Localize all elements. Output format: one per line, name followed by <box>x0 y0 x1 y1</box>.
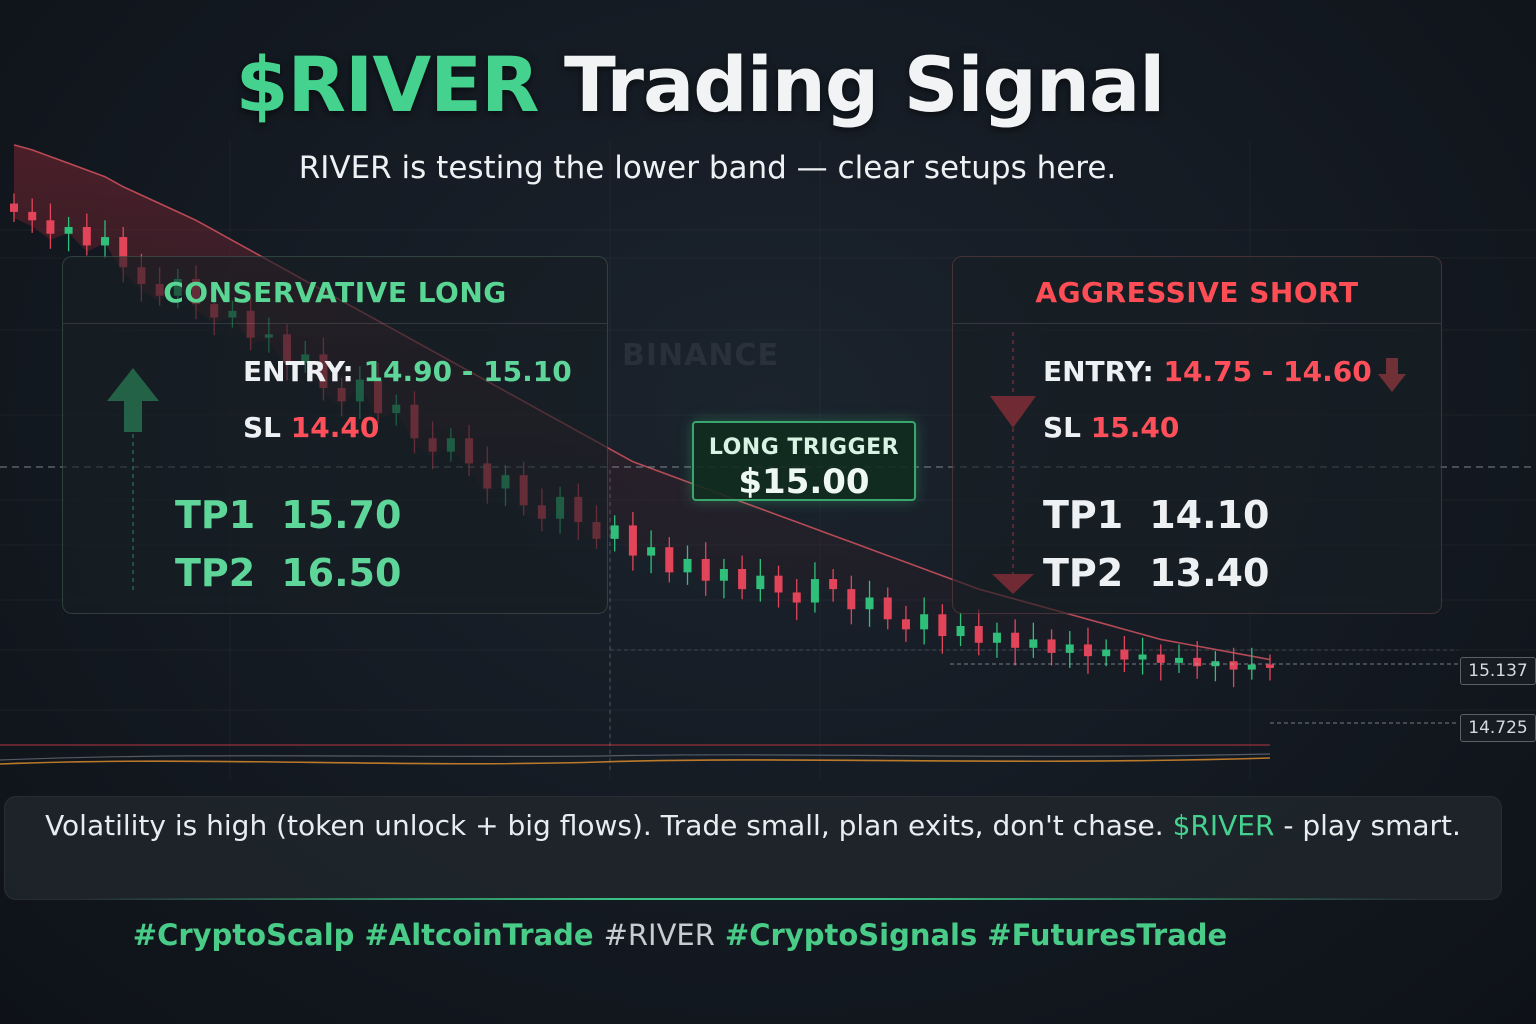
candle-body <box>1011 632 1020 648</box>
candle-body <box>992 632 1001 643</box>
short-sl-value: 15.40 <box>1090 411 1180 444</box>
candle-body <box>82 227 91 246</box>
short-panel-title: AGGRESSIVE SHORT <box>953 257 1441 324</box>
candle-body <box>628 525 637 556</box>
long-sl-row: SL 14.40 <box>243 411 380 444</box>
candle-body <box>647 547 656 556</box>
indicator-line-orange <box>0 757 1271 765</box>
binance-watermark: BINANCE <box>622 338 779 373</box>
page-title: $RIVER Trading Signal <box>235 40 1166 129</box>
candle-body <box>1102 649 1111 657</box>
hashtag[interactable]: #RIVER <box>603 918 715 952</box>
candle-body <box>938 614 947 637</box>
page-subtitle: RIVER is testing the lower band — clear … <box>298 150 1117 186</box>
short-tp2-row: TP2 13.40 <box>1043 551 1270 595</box>
candle-body <box>774 575 783 593</box>
candle-body <box>119 237 128 268</box>
candle-body <box>1193 657 1202 667</box>
trigger-price: $15.00 <box>738 462 870 502</box>
long-entry-value: 14.90 - 15.10 <box>363 355 572 388</box>
candle-body <box>701 558 710 581</box>
price-tag-upper: 15.137 <box>1460 657 1536 685</box>
candle-body <box>847 589 856 610</box>
candle-body <box>738 569 747 590</box>
hashtag-row: #CryptoScalp #AltcoinTrade #RIVER #CryptoSi… <box>0 918 1360 952</box>
short-entry-row: ENTRY: 14.75 - 14.60 <box>1043 355 1372 388</box>
candle-body <box>1065 644 1074 653</box>
candle-body <box>719 569 728 581</box>
candle-body <box>974 626 983 643</box>
candle-body <box>1083 644 1092 657</box>
upper-band-fill <box>14 144 1270 676</box>
long-tp1-row: TP1 15.70 <box>175 493 402 537</box>
hashtag[interactable]: #CryptoSignals <box>724 918 978 952</box>
candle-body <box>10 203 18 212</box>
candle-body <box>920 614 929 630</box>
price-tag-lower: 14.725 <box>1460 714 1536 742</box>
long-entry-row: ENTRY: 14.90 - 15.10 <box>243 355 572 388</box>
long-tp2-row: TP2 16.50 <box>175 551 402 595</box>
candle-body <box>1247 664 1256 670</box>
long-trigger-box: LONG TRIGGER $15.00 <box>692 421 916 502</box>
short-sl-row: SL 15.40 <box>1043 411 1180 444</box>
candle-body <box>101 237 110 246</box>
candle-body <box>756 575 765 590</box>
long-sl-value: 14.40 <box>290 411 380 444</box>
candle-body <box>64 227 73 234</box>
short-tp1-row: TP1 14.10 <box>1043 493 1270 537</box>
trigger-label: LONG TRIGGER <box>708 435 900 460</box>
hashtag[interactable]: #FuturesTrade <box>987 918 1228 952</box>
candle-body <box>1211 661 1220 667</box>
candle-body <box>1120 649 1129 660</box>
candle-body <box>46 220 55 234</box>
candle-body <box>1047 639 1056 653</box>
conservative-long-panel: CONSERVATIVE LONG ENTRY: 14.90 - 15.10 S… <box>62 256 608 614</box>
candle-body <box>665 547 674 573</box>
candle-body <box>901 619 910 630</box>
long-panel-title: CONSERVATIVE LONG <box>63 257 607 324</box>
footer-river-ticker: $RIVER <box>1172 809 1275 842</box>
aggressive-short-panel: AGGRESSIVE SHORT ENTRY: 14.75 - 14.60 SL… <box>952 256 1442 614</box>
candle-body <box>1138 654 1147 660</box>
candle-body <box>883 597 892 620</box>
candle-body <box>1266 664 1274 668</box>
footer-glow-divider <box>80 898 1420 900</box>
candle-body <box>1174 657 1183 663</box>
candle-body <box>829 579 838 590</box>
hashtag[interactable]: #AltcoinTrade <box>364 918 594 952</box>
indicator-line-gray <box>0 753 1271 761</box>
candle-body <box>792 592 801 603</box>
footer-note: Volatility is high (token unlock + big f… <box>4 796 1502 900</box>
candle-body <box>865 597 874 610</box>
candle-body <box>28 211 37 221</box>
hashtag[interactable]: #CryptoScalp <box>132 918 355 952</box>
candle-body <box>683 558 692 573</box>
candle-body <box>956 626 965 637</box>
candle-body <box>1156 654 1165 663</box>
short-entry-value: 14.75 - 14.60 <box>1163 355 1372 388</box>
candle-body <box>1229 661 1238 670</box>
candle-body <box>810 579 819 603</box>
candle-body <box>1029 639 1038 648</box>
candle-body <box>610 525 619 539</box>
